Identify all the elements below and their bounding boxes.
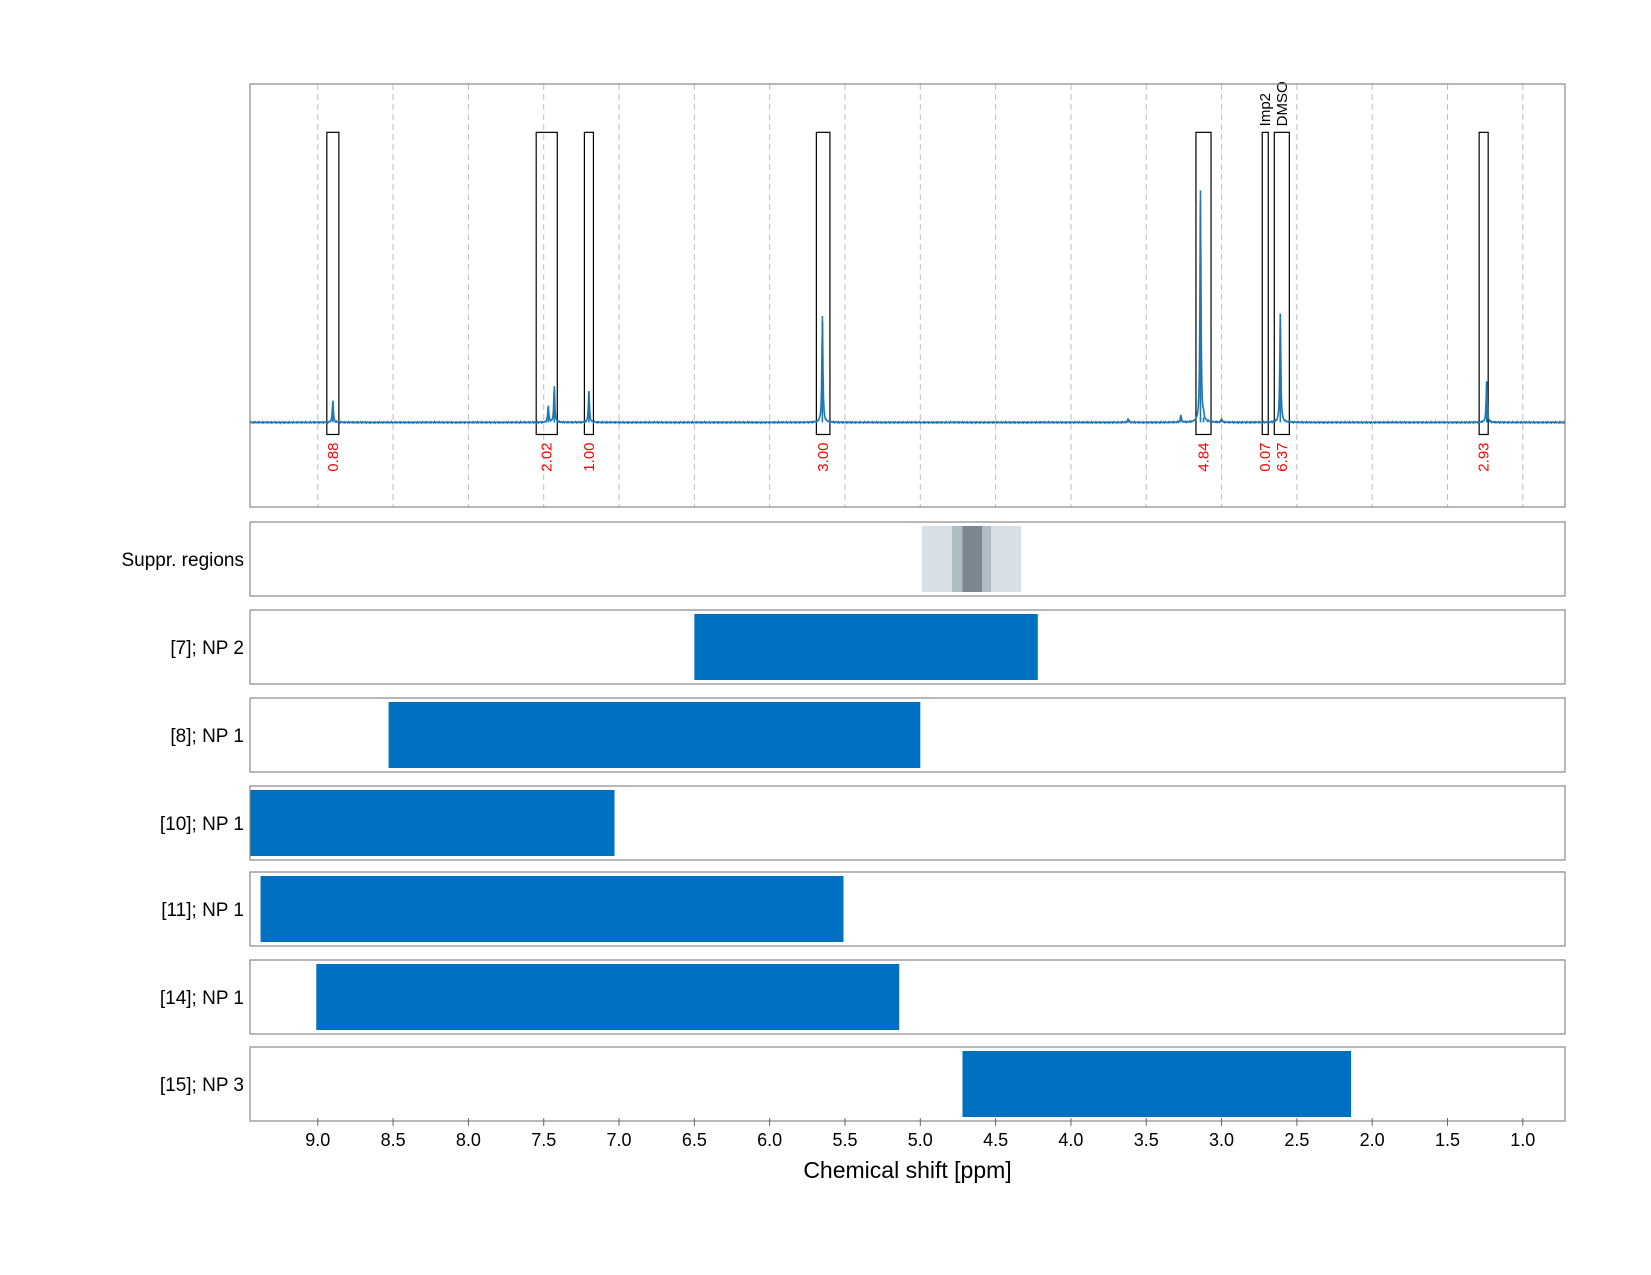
integral-value: 0.07 bbox=[1257, 442, 1274, 471]
x-tick-label: 6.0 bbox=[757, 1130, 782, 1150]
series-row: [10]; NP 1 bbox=[160, 785, 1566, 861]
integration-box bbox=[535, 131, 558, 436]
row-frame bbox=[249, 871, 1566, 947]
integration-box bbox=[815, 131, 831, 436]
integration-box bbox=[1261, 131, 1269, 436]
spectrum-panel: 0.88 2.02 1.00 3.00 4.84 0.07 Imp2 6.37 DMSO 2.93 bbox=[249, 81, 1566, 508]
x-tick-label: 5.5 bbox=[832, 1130, 857, 1150]
series-row: [7]; NP 2 bbox=[170, 609, 1566, 685]
row-label: [15]; NP 3 bbox=[160, 1075, 244, 1096]
x-tick-label: 9.0 bbox=[305, 1130, 330, 1150]
x-tick-label: 3.5 bbox=[1134, 1130, 1159, 1150]
integration-box bbox=[326, 131, 340, 436]
integration-box bbox=[1195, 131, 1212, 436]
x-tick-label: 4.0 bbox=[1058, 1130, 1083, 1150]
integral-value: 0.88 bbox=[325, 442, 342, 471]
range-bar bbox=[962, 1051, 1352, 1117]
x-tick-label: 2.5 bbox=[1284, 1130, 1309, 1150]
range-bar bbox=[260, 876, 844, 942]
x-tick-label: 5.0 bbox=[908, 1130, 933, 1150]
row-frame bbox=[249, 959, 1566, 1035]
x-tick-label: 3.0 bbox=[1209, 1130, 1234, 1150]
integration-box bbox=[1478, 131, 1489, 436]
x-tick-label: 8.0 bbox=[456, 1130, 481, 1150]
x-tick-label: 1.0 bbox=[1510, 1130, 1535, 1150]
row-label: [14]; NP 1 bbox=[160, 988, 244, 1009]
integral-value: 2.02 bbox=[539, 442, 556, 471]
row-frame bbox=[249, 785, 1566, 861]
spectrum-frame bbox=[249, 83, 1566, 508]
row-label: [11]; NP 1 bbox=[161, 900, 244, 921]
x-tick-label: 7.5 bbox=[531, 1130, 556, 1150]
row-frame bbox=[249, 609, 1566, 685]
row-label: Suppr. regions bbox=[121, 550, 244, 571]
range-bar bbox=[316, 964, 900, 1030]
row-frame bbox=[249, 697, 1566, 773]
row-label: [10]; NP 1 bbox=[160, 814, 244, 835]
integral-value: 1.00 bbox=[581, 442, 598, 471]
x-axis: 9.0 8.5 8.0 7.5 7.0 6.5 6.0 5.5 5.0 4.5 4.0 3.5 3.0 2… bbox=[305, 1118, 1535, 1183]
x-tick-label: 4.5 bbox=[983, 1130, 1008, 1150]
integral-value: 3.00 bbox=[815, 442, 832, 471]
x-tick-label: 2.0 bbox=[1360, 1130, 1385, 1150]
integration-box bbox=[583, 131, 595, 436]
row-frame bbox=[249, 521, 1566, 597]
range-bar bbox=[694, 614, 1038, 680]
region-label: Imp2 bbox=[1257, 93, 1274, 126]
x-tick-label: 1.5 bbox=[1435, 1130, 1460, 1150]
x-axis-title: Chemical shift [ppm] bbox=[803, 1157, 1011, 1183]
spectrum-trace bbox=[249, 201, 1566, 425]
row-frame bbox=[249, 1046, 1566, 1122]
series-row: [15]; NP 3 bbox=[160, 1046, 1566, 1122]
region-label: DMSO bbox=[1274, 81, 1291, 126]
x-tick-label: 8.5 bbox=[381, 1130, 406, 1150]
integral-value: 6.37 bbox=[1274, 442, 1291, 471]
integration-box bbox=[1273, 131, 1290, 436]
x-tick-label: 6.5 bbox=[682, 1130, 707, 1150]
suppression-band bbox=[962, 526, 983, 592]
series-row: [8]; NP 1 bbox=[170, 697, 1566, 773]
series-row: [11]; NP 1 bbox=[161, 871, 1566, 947]
x-tick-label: 7.0 bbox=[607, 1130, 632, 1150]
integral-value: 4.84 bbox=[1195, 442, 1212, 471]
row-label: [8]; NP 1 bbox=[170, 726, 244, 747]
range-bar bbox=[388, 702, 921, 768]
integral-value: 2.93 bbox=[1476, 442, 1493, 471]
range-bar bbox=[250, 790, 615, 856]
row-label: [7]; NP 2 bbox=[170, 638, 244, 659]
suppression-row: Suppr. regions bbox=[121, 521, 1566, 597]
series-row: [14]; NP 1 bbox=[160, 959, 1566, 1035]
